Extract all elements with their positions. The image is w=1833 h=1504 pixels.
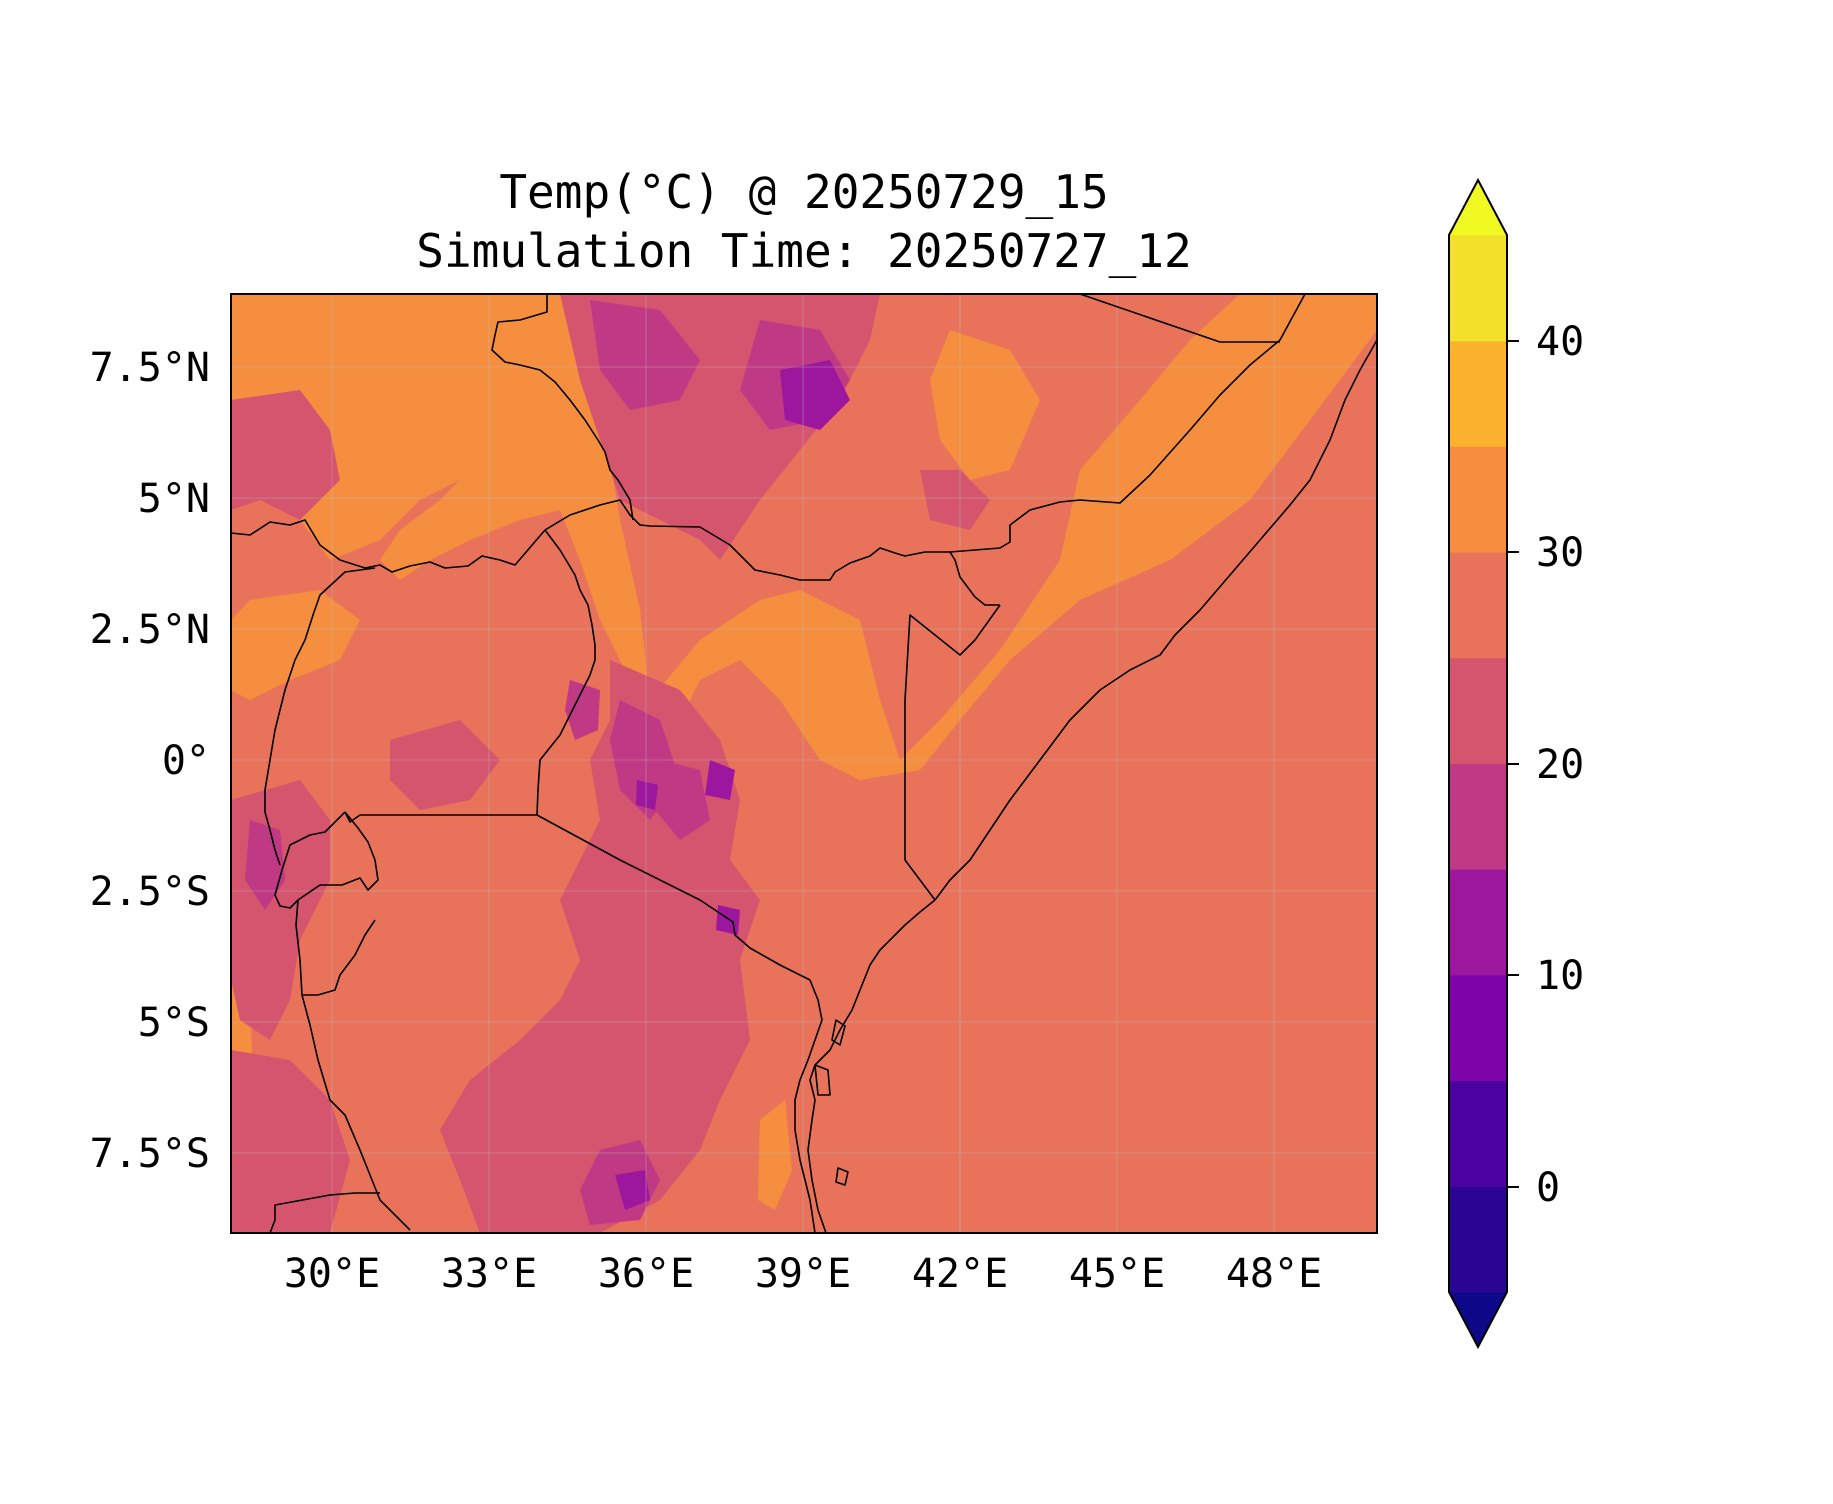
colorbar-segment xyxy=(1449,235,1507,342)
colorbar-tick-label: 20 xyxy=(1536,742,1584,788)
colorbar-tick-labels: 0 10 20 30 40 xyxy=(1536,319,1584,1211)
country-borders xyxy=(231,294,1377,1233)
temp-band-10-15 xyxy=(615,360,850,1210)
colorbar-segment xyxy=(1449,869,1507,976)
lat-label: 5°S xyxy=(138,1000,210,1046)
lon-label: 45°E xyxy=(1069,1251,1165,1297)
lat-axis-labels: 7.5°N 5°N 2.5°N 0° 2.5°S 5°S 7.5°S xyxy=(90,345,210,1177)
lat-label: 0° xyxy=(162,738,210,784)
lon-label: 42°E xyxy=(912,1251,1008,1297)
colorbar-segment xyxy=(1449,763,1507,870)
colorbar-tick-label: 40 xyxy=(1536,319,1584,365)
lon-label: 48°E xyxy=(1226,1251,1322,1297)
lon-axis-labels: 30°E 33°E 36°E 39°E 42°E 45°E 48°E xyxy=(284,1251,1322,1297)
colorbar-segment xyxy=(1449,974,1507,1082)
colorbar-segments xyxy=(1449,180,1507,1347)
colorbar-extend-high xyxy=(1449,180,1507,235)
colorbar-segment xyxy=(1449,446,1507,553)
colorbar-ticks xyxy=(1507,340,1519,1188)
lat-label: 2.5°S xyxy=(90,869,210,915)
colorbar-tick-label: 10 xyxy=(1536,953,1584,999)
lon-label: 30°E xyxy=(284,1251,380,1297)
colorbar-segment xyxy=(1449,657,1507,764)
lat-label: 7.5°N xyxy=(90,345,210,391)
colorbar: 0 10 20 30 40 xyxy=(1448,177,1584,1350)
colorbar-tick-label: 0 xyxy=(1536,1165,1560,1211)
lon-label: 36°E xyxy=(598,1251,694,1297)
colorbar-extend-low xyxy=(1449,1292,1507,1347)
lat-label: 7.5°S xyxy=(90,1131,210,1177)
lat-label: 2.5°N xyxy=(90,607,210,653)
chart-title-line1: Temp(°C) @ 20250729_15 xyxy=(499,165,1108,219)
colorbar-segment xyxy=(1449,1186,1507,1293)
map-frame xyxy=(230,293,1378,1234)
colorbar-tick-label: 30 xyxy=(1536,530,1584,576)
lat-label: 5°N xyxy=(138,476,210,522)
lon-label: 39°E xyxy=(755,1251,851,1297)
gridlines xyxy=(231,294,1377,1233)
colorbar-segment xyxy=(1449,1080,1507,1187)
lon-label: 33°E xyxy=(441,1251,537,1297)
colorbar-outline xyxy=(1448,177,1508,1350)
colorbar-segment xyxy=(1449,552,1507,659)
chart-title-line2: Simulation Time: 20250727_12 xyxy=(416,224,1191,278)
map-panel xyxy=(231,294,1377,1233)
colorbar-segment xyxy=(1449,340,1507,447)
